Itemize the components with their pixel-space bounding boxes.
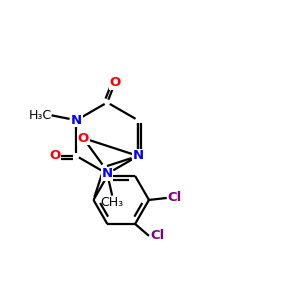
Text: O: O: [110, 76, 121, 89]
Text: N: N: [102, 167, 113, 180]
Text: N: N: [133, 149, 144, 162]
Text: N: N: [71, 114, 82, 127]
Text: O: O: [49, 149, 60, 162]
Text: H₃C: H₃C: [28, 109, 52, 122]
Text: O: O: [78, 132, 89, 145]
Text: CH₃: CH₃: [100, 196, 124, 208]
Text: Cl: Cl: [168, 191, 182, 205]
Text: Cl: Cl: [150, 230, 164, 242]
